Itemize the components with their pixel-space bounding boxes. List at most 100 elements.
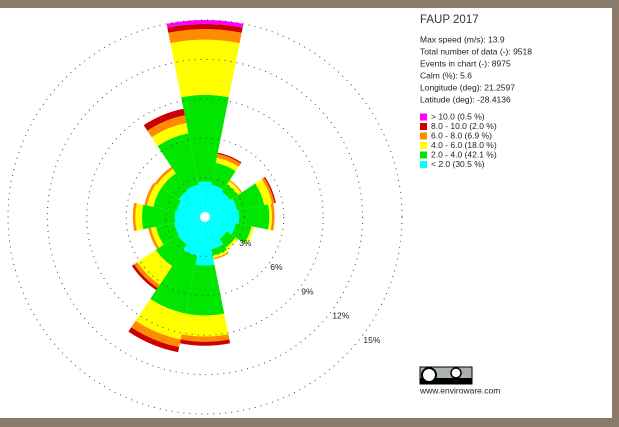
grid-ring <box>165 177 245 257</box>
petal-segment <box>205 210 240 224</box>
r-tick-label: 15% <box>363 335 380 345</box>
petal-segment <box>147 115 187 138</box>
petal-segment <box>174 211 205 223</box>
petal-segment <box>150 226 164 248</box>
petal-segment <box>186 184 205 217</box>
petal-segment <box>225 237 238 250</box>
legend-label: < 2.0 (30.5 %) <box>431 159 485 169</box>
petal-segment <box>205 217 227 239</box>
info-line: Longitude (deg): 21.2597 <box>420 82 515 92</box>
petal-segment <box>216 153 241 167</box>
petal-segment <box>205 217 236 235</box>
legend-swatch <box>420 132 427 140</box>
petal-segment <box>205 217 224 250</box>
petal-segment <box>177 217 205 245</box>
source: www.enviroware.com <box>419 385 500 395</box>
grid-ring <box>125 137 285 297</box>
petal-segment <box>141 204 176 230</box>
petal-segment <box>205 184 224 217</box>
petal-segment <box>211 244 227 256</box>
info-line: Max speed (m/s): 13.9 <box>420 34 505 44</box>
petal-segment <box>147 184 162 207</box>
petal-segment <box>181 94 229 183</box>
grid-ring <box>7 19 403 415</box>
petal-segment <box>176 200 205 217</box>
petal-segment <box>137 249 173 285</box>
petal-segment <box>157 133 199 190</box>
legend-swatch <box>420 142 427 149</box>
petal-segment <box>156 168 176 188</box>
petal-segment <box>217 152 242 164</box>
petal-segment <box>151 122 189 147</box>
chart-title: FAUP 2017 <box>420 14 479 26</box>
petal-segment <box>161 173 188 200</box>
petal-segment <box>238 204 270 230</box>
petal-segment <box>185 264 225 316</box>
info-line: Calm (%): 5.6 <box>420 70 472 80</box>
legend-swatch <box>420 161 427 168</box>
petal-segment <box>131 264 158 291</box>
petal-segment <box>154 166 173 185</box>
legend-label: 6.0 - 8.0 (6.9 %) <box>431 130 492 140</box>
petal-segment <box>263 176 276 204</box>
legend-label: 4.0 - 6.0 (18.0 %) <box>431 140 497 150</box>
petal-segment <box>131 320 181 348</box>
legend-swatch <box>420 113 427 121</box>
petal-segment <box>212 249 229 259</box>
petal-segment <box>244 226 254 245</box>
petal-segment <box>128 327 180 353</box>
grid-ring <box>46 58 364 376</box>
petal-segment <box>229 179 243 193</box>
petal-segment <box>132 202 137 232</box>
petal-segment <box>226 180 242 196</box>
r-tick-label: 6% <box>270 262 283 272</box>
r-tick-label: 3% <box>239 238 252 248</box>
petal-segment <box>170 39 240 98</box>
petal-segment <box>143 108 185 131</box>
petal-segment <box>181 313 229 337</box>
info-line: Total number of data (-): 9518 <box>420 46 532 56</box>
petal-segment <box>168 29 242 44</box>
petal-segment <box>135 203 144 231</box>
legend-label: 2.0 - 4.0 (42.1 %) <box>431 149 497 159</box>
petal-segment <box>205 198 238 217</box>
petal-segment <box>221 184 238 201</box>
petal-segment <box>211 162 236 190</box>
cc-badge <box>419 366 473 385</box>
petal-segment <box>174 217 205 235</box>
petal-segment <box>270 203 275 231</box>
info-line: Events in chart (-): 8975 <box>420 58 511 68</box>
petal-segment <box>179 339 231 346</box>
r-tick-label: 9% <box>301 286 314 296</box>
petal-segment <box>219 231 236 248</box>
petal-segment <box>213 251 230 260</box>
petal-segment <box>205 191 231 217</box>
panel <box>0 8 612 418</box>
petal-segment <box>167 23 243 33</box>
petal-segment <box>135 298 186 340</box>
r-tick-label: 12% <box>332 311 349 321</box>
petal-segment <box>183 217 205 256</box>
petal-segment <box>144 182 156 206</box>
petal-segment <box>134 262 160 288</box>
legend-label: 8.0 - 10.0 (2.0 %) <box>431 121 497 131</box>
petal-segment <box>180 334 230 342</box>
petal-segment <box>215 157 239 172</box>
legend-swatch <box>420 123 427 130</box>
grid-ring <box>86 98 324 336</box>
petal-segment <box>153 187 181 212</box>
petal-segment <box>268 203 272 231</box>
petal-segment <box>195 217 215 266</box>
petal-segment <box>178 190 205 217</box>
petal-segment <box>148 227 160 250</box>
calm-center <box>200 212 210 222</box>
petal-segment <box>156 223 179 245</box>
petal-segment <box>261 177 275 204</box>
petal-segment <box>198 181 212 217</box>
legend-label: > 10.0 (0.5 %) <box>431 111 485 121</box>
petal-segment <box>231 223 252 244</box>
legend-swatch <box>420 151 427 159</box>
petal-segment <box>155 235 187 267</box>
